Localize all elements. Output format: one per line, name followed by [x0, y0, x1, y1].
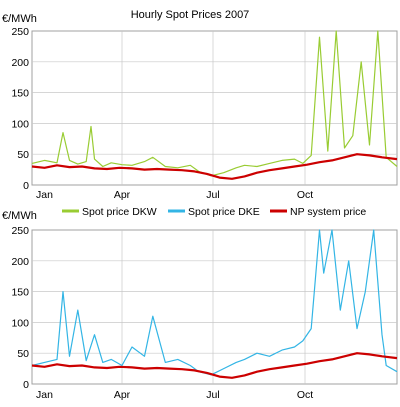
y-tick-label: 100: [11, 118, 29, 130]
legend-label: Spot price DKW: [82, 206, 157, 218]
y-tick-label: 200: [11, 57, 29, 69]
y-tick-label: 0: [23, 180, 29, 192]
y-unit-label: €/MWh: [2, 13, 37, 25]
series-line-spot-price-dke: [31, 229, 398, 376]
y-tick-label: 250: [11, 225, 29, 237]
y-tick-label: 250: [11, 26, 29, 38]
x-tick-label: Oct: [297, 389, 313, 401]
chart-title: Hourly Spot Prices 2007: [131, 9, 250, 21]
legend-label: Spot price DKE: [188, 206, 260, 218]
y-tick-label: 150: [11, 287, 29, 299]
y-tick-label: 0: [23, 379, 29, 391]
series-line-np-system-price: [31, 153, 398, 180]
x-tick-label: Jan: [36, 389, 53, 401]
x-tick-label: Oct: [297, 189, 313, 201]
plot-area-2: [31, 229, 398, 385]
y-tick-label: 200: [11, 256, 29, 268]
x-tick-label: Jan: [36, 189, 53, 201]
x-tick-label: Apr: [114, 189, 131, 201]
y-tick-label: 50: [17, 348, 29, 360]
series-line-np-system-price: [31, 352, 398, 379]
x-tick-label: Jul: [206, 389, 219, 401]
y-tick-label: 50: [17, 149, 29, 161]
legend-label: NP system price: [290, 206, 366, 218]
y-unit-label: €/MWh: [2, 210, 37, 222]
x-tick-label: Apr: [114, 389, 131, 401]
y-tick-label: 150: [11, 88, 29, 100]
x-tick-label: Jul: [206, 189, 219, 201]
y-tick-label: 100: [11, 317, 29, 329]
